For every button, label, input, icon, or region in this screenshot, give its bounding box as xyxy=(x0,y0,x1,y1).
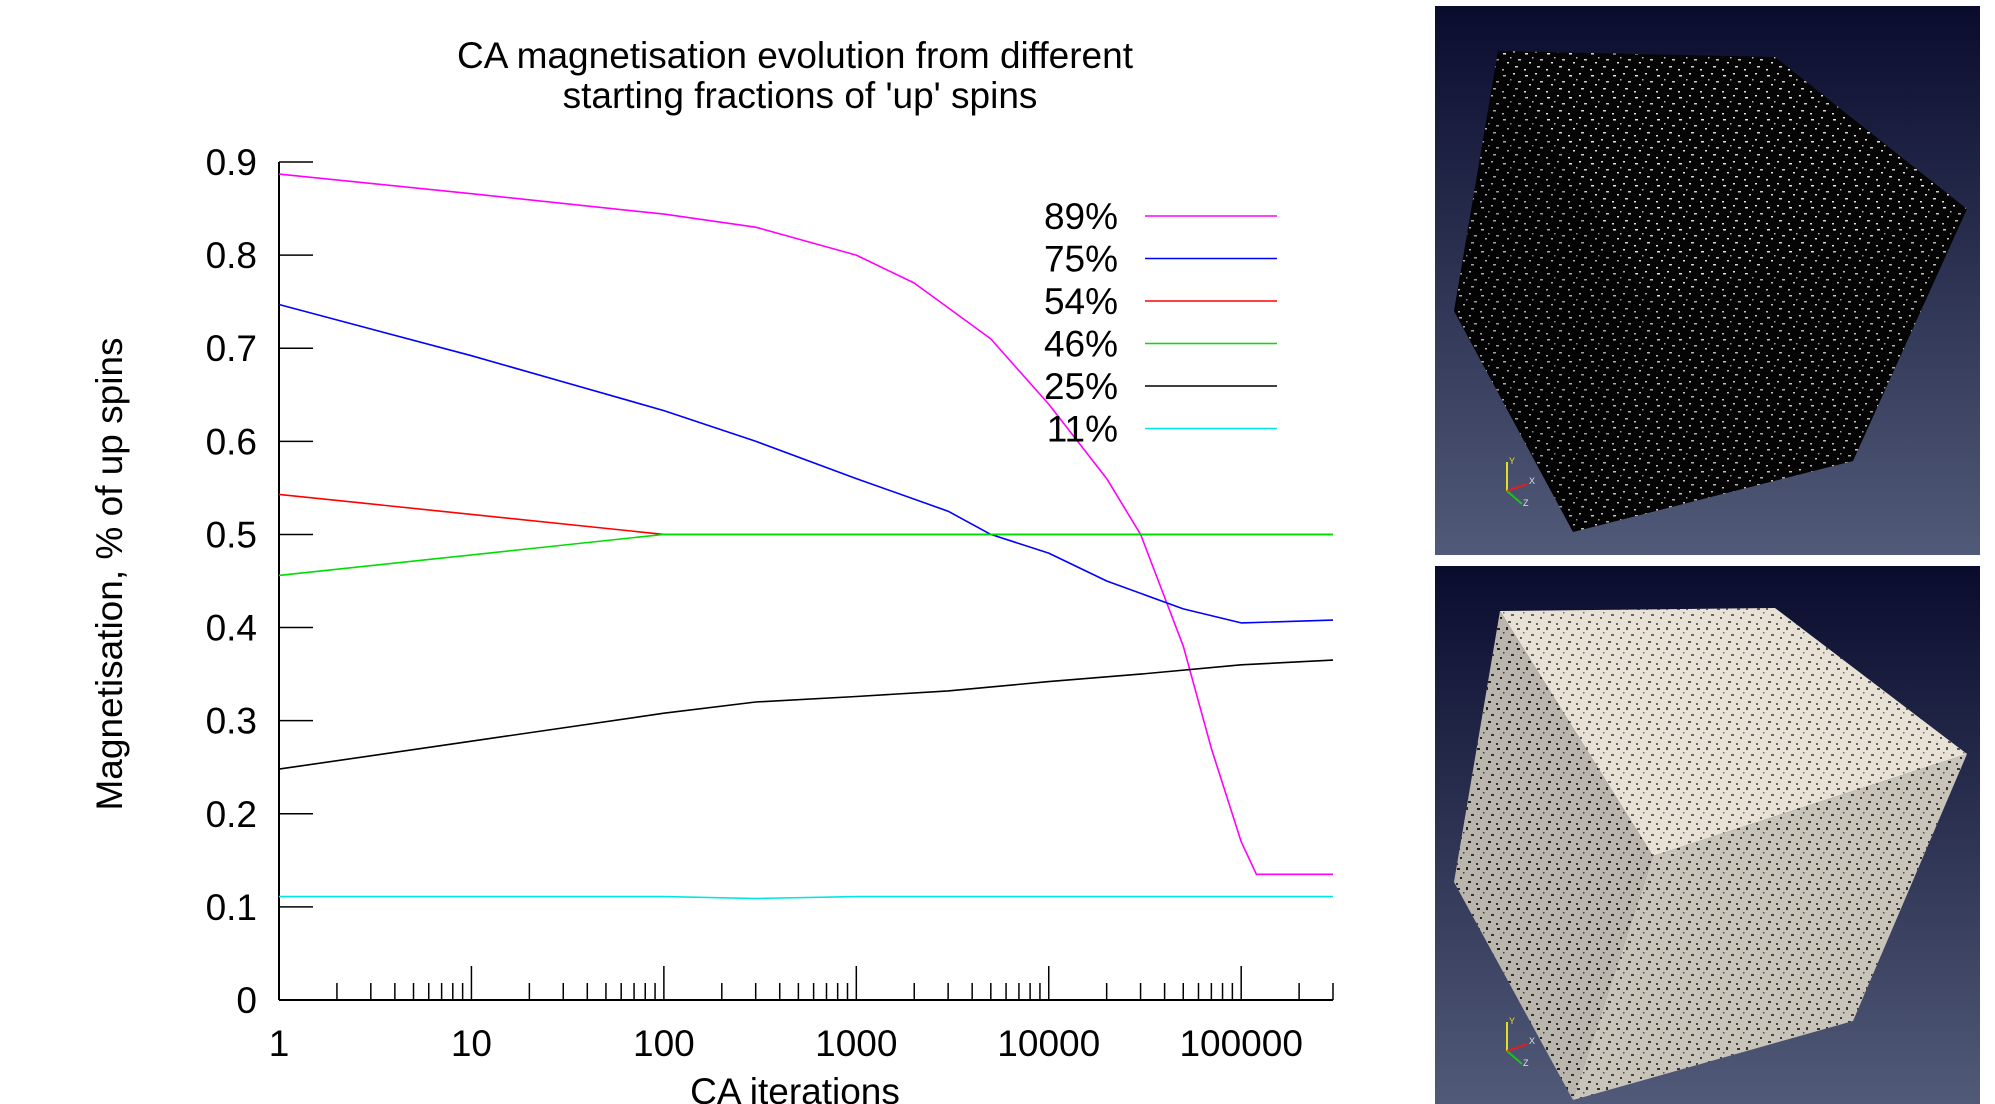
series-line-11% xyxy=(279,895,1333,900)
y-tick-label: 0.1 xyxy=(206,887,257,928)
chart-title: CA magnetisation evolution from differen… xyxy=(457,35,1134,76)
orientation-axes-icon: Y X Z xyxy=(1506,456,1535,508)
y-tick-label: 0.5 xyxy=(206,514,257,555)
legend-label: 11% xyxy=(1047,409,1118,450)
x-axis-label: CA iterations xyxy=(690,1071,900,1104)
series-line-46% xyxy=(278,533,1333,577)
legend-label: 89% xyxy=(1044,196,1118,237)
svg-text:Y: Y xyxy=(1509,456,1515,466)
y-tick-label: 0.4 xyxy=(206,608,257,649)
legend-label: 46% xyxy=(1044,324,1118,365)
y-tick-label: 0.2 xyxy=(206,794,257,835)
legend: 89%75%54%46%25%11% xyxy=(1044,196,1277,450)
legend-label: 75% xyxy=(1044,239,1118,280)
svg-text:Z: Z xyxy=(1523,498,1529,508)
y-tick-label: 0.7 xyxy=(206,328,257,369)
y-tick-label: 0.9 xyxy=(206,142,257,183)
chart-title-line2: starting fractions of 'up' spins xyxy=(563,75,1038,116)
x-tick-label: 100 xyxy=(633,1023,695,1064)
svg-text:X: X xyxy=(1529,476,1535,486)
y-tick-label: 0.6 xyxy=(206,421,257,462)
series-lines xyxy=(278,173,1334,900)
y-axis-label: Magnetisation, % of up spins xyxy=(89,337,130,810)
x-tick-label: 1 xyxy=(269,1023,290,1064)
series-line-54% xyxy=(278,493,1333,536)
svg-text:Y: Y xyxy=(1509,1016,1515,1026)
y-tick-label: 0 xyxy=(236,980,257,1021)
x-tick-label: 10000 xyxy=(997,1023,1100,1064)
legend-label: 54% xyxy=(1044,281,1118,322)
series-line-25% xyxy=(278,659,1334,770)
x-tick-label: 10 xyxy=(451,1023,492,1064)
y-tick-label: 0.8 xyxy=(206,235,257,276)
y-tick-label: 0.3 xyxy=(206,701,257,742)
cube-render-mostly-down: Y X Z xyxy=(1435,6,1980,555)
x-tick-label: 100000 xyxy=(1179,1023,1302,1064)
x-axis: 1 10 100 1000 10000 100000 xyxy=(269,966,1334,1064)
series-line-75% xyxy=(278,303,1334,624)
svg-text:Z: Z xyxy=(1523,1058,1529,1068)
y-axis: 0 0.1 0.2 0.3 0.4 0.5 0.6 0.7 0.8 0.9 xyxy=(206,142,313,1021)
legend-label: 25% xyxy=(1044,366,1118,407)
series-line-89% xyxy=(278,173,1333,876)
svg-text:X: X xyxy=(1529,1036,1535,1046)
magnetisation-chart: CA magnetisation evolution from differen… xyxy=(89,35,1334,1104)
orientation-axes-icon: Y X Z xyxy=(1506,1016,1535,1068)
cube-render-mostly-up: Y X Z xyxy=(1435,566,1980,1104)
x-tick-label: 1000 xyxy=(815,1023,897,1064)
